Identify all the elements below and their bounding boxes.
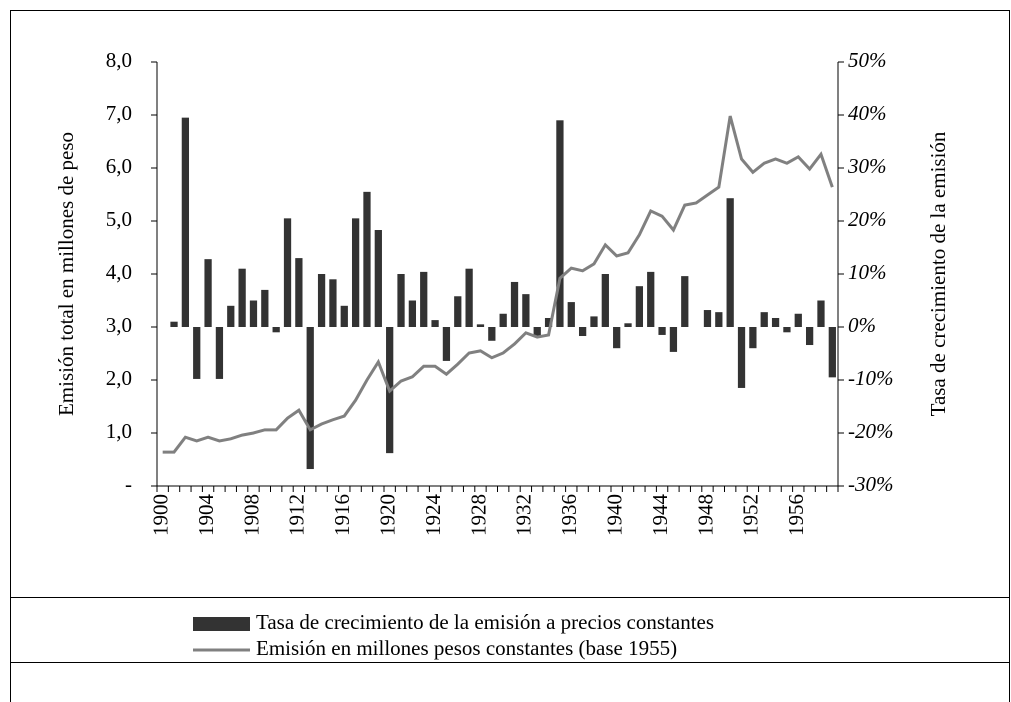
bar (420, 271, 428, 327)
y-tick-label: 5,0 (106, 207, 132, 231)
frame (10, 10, 1010, 702)
bar (715, 312, 723, 327)
bar (340, 305, 348, 327)
bar (317, 274, 326, 327)
bar (170, 321, 178, 327)
bar (556, 120, 564, 327)
bar (567, 302, 575, 327)
bar (794, 313, 802, 327)
y-tick-label: 1,0 (106, 419, 132, 443)
y2-tick-label: 20% (848, 207, 887, 231)
x-tick-label: 1924 (421, 494, 445, 537)
bar (476, 324, 485, 327)
x-tick-label: 1928 (466, 494, 490, 536)
y-tick-label: 6,0 (106, 154, 132, 178)
bar (454, 296, 462, 327)
bar (703, 310, 712, 327)
x-tick-label: 1936 (557, 494, 581, 536)
x-tick-label: 1956 (784, 494, 808, 536)
x-tick-label: 1912 (285, 494, 309, 536)
bar (181, 117, 190, 328)
bar (238, 268, 246, 327)
y2-tick-label: 10% (848, 260, 887, 284)
bar (635, 286, 644, 327)
bar (590, 316, 598, 327)
y-tick-label: 2,0 (106, 366, 132, 390)
line (162, 115, 834, 454)
bar (522, 294, 530, 327)
bar (817, 300, 825, 327)
x-tick-label: 1944 (648, 494, 672, 537)
bar (601, 274, 609, 327)
bar (397, 274, 405, 327)
bar (669, 327, 678, 352)
bar (329, 279, 337, 327)
bar (249, 300, 258, 327)
y-tick-label: 3,0 (106, 313, 132, 337)
x-tick-label: 1916 (330, 494, 354, 536)
y-tick-label: - (125, 472, 132, 496)
x-tick-label: 1904 (194, 494, 218, 537)
y2-axis-title: Tasa de crecimiento de la emisión (926, 131, 950, 416)
bar (726, 198, 734, 327)
y-axis-title: Emisión total en millones de peso (54, 132, 78, 416)
x-tick-label: 1948 (693, 494, 717, 536)
bar (749, 327, 757, 349)
y2-tick-label: 40% (848, 101, 887, 125)
bar (408, 300, 417, 327)
legend-label: Emisión en millones pesos constantes (ba… (256, 636, 677, 660)
bar (295, 258, 303, 327)
bar (510, 281, 519, 327)
bar (737, 327, 746, 388)
y-tick-label: 4,0 (106, 260, 132, 284)
bar (261, 289, 269, 327)
bar (215, 327, 224, 379)
x-tick-label: 1908 (239, 494, 263, 536)
bar (681, 276, 689, 327)
legend-label: Tasa de crecimiento de la emisión a prec… (256, 610, 714, 634)
bar (442, 327, 451, 361)
legend-swatch (193, 617, 250, 631)
x-tick-label: 1932 (512, 494, 536, 536)
bar (306, 327, 314, 470)
bar (272, 327, 280, 333)
bar (578, 327, 587, 337)
bar (499, 313, 507, 327)
x-tick-label: 1952 (739, 494, 763, 536)
x-tick-label: 1900 (148, 494, 172, 536)
bar (783, 327, 791, 333)
x-tick-label: 1920 (375, 494, 399, 536)
bar (431, 320, 439, 327)
bar (351, 218, 360, 327)
bar (647, 271, 655, 327)
bar (658, 327, 666, 335)
bar (204, 259, 212, 327)
bar (533, 327, 541, 337)
bar (544, 317, 553, 327)
bar (624, 323, 632, 327)
bar (613, 327, 621, 349)
bar (465, 268, 473, 327)
y2-tick-label: -10% (848, 366, 894, 390)
y-tick-label: 8,0 (106, 48, 132, 72)
y2-tick-label: -20% (848, 419, 894, 443)
x-tick-label: 1940 (602, 494, 626, 536)
bar (363, 191, 371, 327)
legend-box (10, 597, 1010, 663)
bar (193, 327, 201, 379)
y2-tick-label: 0% (848, 313, 876, 337)
bar (760, 312, 768, 327)
bar (488, 327, 496, 341)
y2-tick-label: 50% (848, 48, 887, 72)
y2-tick-label: -30% (848, 472, 894, 496)
bar (805, 327, 814, 346)
bar (283, 218, 292, 327)
y-tick-label: 7,0 (106, 101, 132, 125)
bar (374, 230, 382, 327)
y2-tick-label: 30% (847, 154, 887, 178)
bar (828, 327, 836, 378)
bar (227, 305, 235, 327)
bar (771, 317, 780, 327)
